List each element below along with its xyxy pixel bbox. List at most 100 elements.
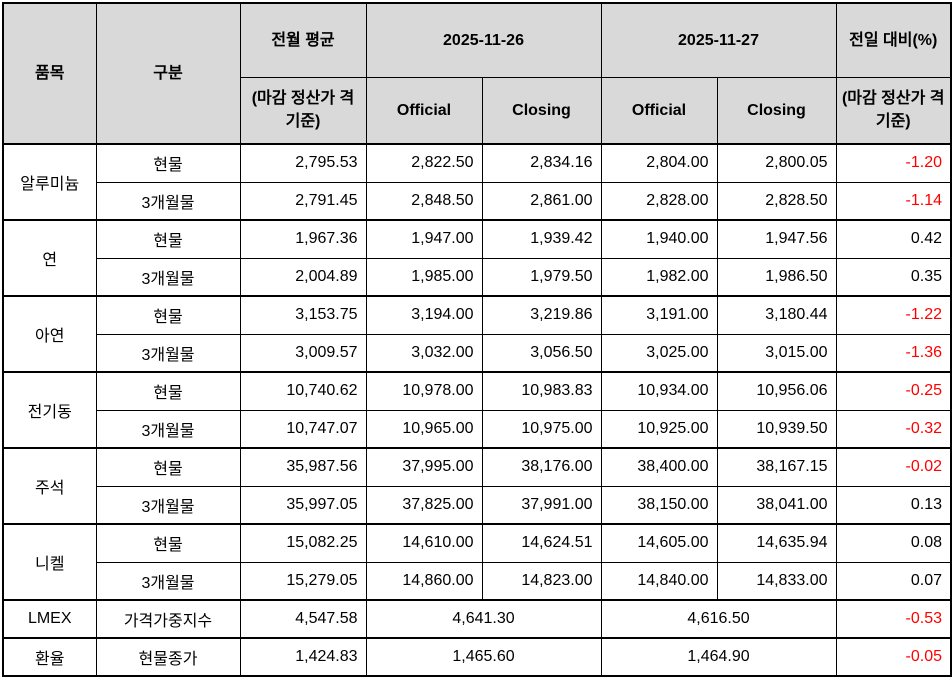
item-cell: 니켈 — [2, 523, 97, 601]
header-date-2: 2025-11-27 — [600, 2, 837, 78]
official-cell: 1,982.00 — [600, 257, 718, 297]
date2-value-cell: 4,616.50 — [600, 599, 837, 639]
change-cell: 0.42 — [835, 219, 952, 259]
prev-avg-cell: 4,547.58 — [239, 599, 367, 639]
category-cell: 현물 — [95, 523, 241, 563]
table-row: 아연 현물 3,153.75 3,194.00 3,219.86 3,191.0… — [2, 295, 952, 373]
closing-cell: 14,823.00 — [481, 561, 602, 601]
table-row: 3개월물 3,009.57 3,032.00 3,056.50 3,025.00… — [3, 333, 952, 373]
item-cell: 전기동 — [2, 371, 97, 449]
prev-avg-cell: 10,740.62 — [239, 371, 367, 411]
official-cell: 3,025.00 — [600, 333, 718, 373]
category-cell: 현물 — [95, 295, 241, 335]
header-prev-avg-note: (마감 정산가 격 기준) — [239, 76, 367, 145]
prev-avg-cell: 3,009.57 — [239, 333, 367, 373]
category-cell: 3개월물 — [95, 181, 241, 221]
official-cell: 2,848.50 — [365, 181, 483, 221]
official-cell: 10,965.00 — [365, 409, 483, 449]
item-cell: 연 — [2, 219, 97, 297]
official-cell: 14,610.00 — [365, 523, 483, 563]
change-cell: -1.14 — [835, 181, 952, 221]
prev-avg-cell: 1,967.36 — [239, 219, 367, 259]
category-cell: 3개월물 — [95, 257, 241, 297]
table-row: 연 현물 1,967.36 1,947.00 1,939.42 1,940.00… — [2, 219, 952, 297]
table-row: 니켈 현물 15,082.25 14,610.00 14,624.51 14,6… — [2, 523, 952, 601]
closing-cell: 1,947.56 — [716, 219, 837, 259]
closing-cell: 2,834.16 — [481, 143, 602, 183]
closing-cell: 38,167.15 — [716, 447, 837, 487]
table-row: 3개월물 2,004.89 1,985.00 1,979.50 1,982.00… — [3, 257, 952, 297]
closing-cell: 3,180.44 — [716, 295, 837, 335]
category-cell: 현물 — [95, 371, 241, 411]
change-cell: -0.05 — [835, 637, 952, 677]
date2-value-cell: 1,464.90 — [600, 637, 837, 677]
category-cell: 현물 — [95, 143, 241, 183]
category-cell: 가격가중지수 — [95, 599, 241, 639]
change-cell: 0.08 — [835, 523, 952, 563]
closing-cell: 10,939.50 — [716, 409, 837, 449]
header-closing-1: Closing — [481, 76, 602, 145]
official-cell: 1,985.00 — [365, 257, 483, 297]
official-cell: 37,825.00 — [365, 485, 483, 525]
prev-avg-cell: 15,279.05 — [239, 561, 367, 601]
closing-cell: 1,979.50 — [481, 257, 602, 297]
official-cell: 3,032.00 — [365, 333, 483, 373]
change-cell: 0.07 — [835, 561, 952, 601]
official-cell: 14,605.00 — [600, 523, 718, 563]
official-cell: 1,940.00 — [600, 219, 718, 259]
table-row: LMEX 가격가중지수 4,547.58 4,641.30 4,616.50 -… — [2, 599, 952, 639]
header-closing-2: Closing — [716, 76, 837, 145]
table-row: 3개월물 2,791.45 2,848.50 2,861.00 2,828.00… — [3, 181, 952, 221]
table-row: 3개월물 10,747.07 10,965.00 10,975.00 10,92… — [3, 409, 952, 449]
closing-cell: 2,800.05 — [716, 143, 837, 183]
official-cell: 2,804.00 — [600, 143, 718, 183]
change-cell: 0.35 — [835, 257, 952, 297]
table-row: 알루미늄 현물 2,795.53 2,822.50 2,834.16 2,804… — [2, 143, 952, 221]
table-row: 3개월물 15,279.05 14,860.00 14,823.00 14,84… — [3, 561, 952, 601]
closing-cell: 10,983.83 — [481, 371, 602, 411]
change-cell: 0.13 — [835, 485, 952, 525]
closing-cell: 10,975.00 — [481, 409, 602, 449]
change-cell: -0.32 — [835, 409, 952, 449]
date1-value-cell: 1,465.60 — [365, 637, 602, 677]
header-official-1: Official — [365, 76, 483, 145]
official-cell: 3,191.00 — [600, 295, 718, 335]
header-row-1: 품목 구분 전월 평균 2025-11-26 2025-11-27 전일 대비(… — [2, 2, 952, 145]
header-item: 품목 — [2, 2, 97, 145]
header-change-title: 전일 대비(%) — [835, 2, 952, 78]
closing-cell: 3,056.50 — [481, 333, 602, 373]
category-cell: 3개월물 — [95, 485, 241, 525]
official-cell: 1,947.00 — [365, 219, 483, 259]
prev-avg-cell: 15,082.25 — [239, 523, 367, 563]
official-cell: 10,925.00 — [600, 409, 718, 449]
item-cell: 알루미늄 — [2, 143, 97, 221]
category-cell: 3개월물 — [95, 561, 241, 601]
official-cell: 38,150.00 — [600, 485, 718, 525]
item-cell: LMEX — [2, 599, 97, 639]
header-prev-avg-title: 전월 평균 — [239, 2, 367, 78]
closing-cell: 1,986.50 — [716, 257, 837, 297]
official-cell: 37,995.00 — [365, 447, 483, 487]
prev-avg-cell: 10,747.07 — [239, 409, 367, 449]
closing-cell: 14,635.94 — [716, 523, 837, 563]
header-date-1: 2025-11-26 — [365, 2, 602, 78]
change-cell: -1.20 — [835, 143, 952, 183]
closing-cell: 14,833.00 — [716, 561, 837, 601]
closing-cell: 2,861.00 — [481, 181, 602, 221]
closing-cell: 37,991.00 — [481, 485, 602, 525]
prev-avg-cell: 35,987.56 — [239, 447, 367, 487]
item-cell: 환율 — [2, 637, 97, 677]
table-row: 3개월물 35,997.05 37,825.00 37,991.00 38,15… — [3, 485, 952, 525]
closing-cell: 10,956.06 — [716, 371, 837, 411]
prev-avg-cell: 2,004.89 — [239, 257, 367, 297]
item-cell: 주석 — [2, 447, 97, 525]
official-cell: 3,194.00 — [365, 295, 483, 335]
change-cell: -1.22 — [835, 295, 952, 335]
prev-avg-cell: 35,997.05 — [239, 485, 367, 525]
category-cell: 현물 — [95, 447, 241, 487]
closing-cell: 2,828.50 — [716, 181, 837, 221]
official-cell: 38,400.00 — [600, 447, 718, 487]
date1-value-cell: 4,641.30 — [365, 599, 602, 639]
closing-cell: 1,939.42 — [481, 219, 602, 259]
